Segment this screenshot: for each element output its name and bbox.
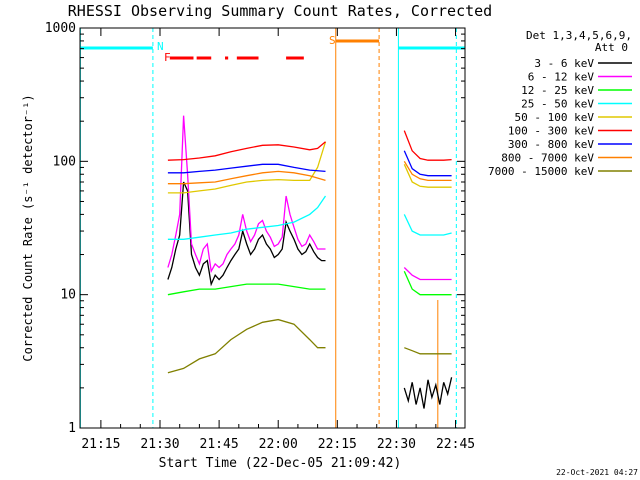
x-tick-label-5: 22:30 [377, 437, 416, 452]
legend-label-2: 12 - 25 keV [521, 84, 594, 97]
series-7-segment-1 [404, 161, 451, 180]
plot-timestamp: 22-Oct-2021 04:27 [556, 468, 638, 477]
legend-label-5: 100 - 300 keV [508, 125, 594, 138]
series-8-segment-0 [168, 320, 326, 373]
x-tick-label-3: 22:00 [259, 437, 298, 452]
series-0-segment-1 [404, 377, 451, 408]
series-4-segment-0 [168, 142, 326, 193]
y-tick-label-1: 10 [60, 288, 76, 303]
x-tick-label-0: 21:15 [81, 437, 120, 452]
annotation-n: N [157, 40, 164, 53]
legend-label-1: 6 - 12 keV [528, 71, 595, 84]
y-axis-label: Corrected Count Rate (s⁻¹ detector⁻¹) [21, 94, 35, 361]
series-1-segment-1 [404, 268, 451, 280]
series-5-segment-0 [168, 142, 326, 160]
y-tick-label-2: 100 [53, 154, 76, 169]
observing-bars [80, 28, 465, 428]
legend-label-8: 7000 - 15000 keV [488, 165, 594, 178]
x-tick-label-2: 21:45 [200, 437, 239, 452]
legend-label-3: 25 - 50 keV [521, 98, 594, 111]
annotation-s: S [329, 34, 336, 47]
legend-label-4: 50 - 100 keV [515, 111, 595, 124]
x-tick-label-6: 22:45 [436, 437, 475, 452]
y-tick-label-0: 1 [68, 421, 76, 436]
plot-frame [80, 28, 465, 428]
legend-label-0: 3 - 6 keV [534, 57, 594, 70]
x-tick-label-4: 22:15 [318, 437, 357, 452]
series-6-segment-0 [168, 164, 326, 173]
chart-title: RHESSI Observing Summary Count Rates, Co… [68, 2, 492, 20]
count-rate-series [168, 116, 452, 409]
series-3-segment-1 [404, 214, 451, 235]
annotation-f: F [164, 51, 171, 64]
x-tick-label-1: 21:30 [140, 437, 179, 452]
series-8-segment-1 [404, 348, 451, 354]
x-axis-label: Start Time (22-Dec-05 21:09:42) [159, 456, 402, 471]
series-2-segment-0 [168, 284, 326, 295]
series-5-segment-1 [404, 131, 451, 161]
legend-label-6: 300 - 800 keV [508, 138, 594, 151]
legend: 3 - 6 keV6 - 12 keV12 - 25 keV25 - 50 ke… [488, 57, 632, 178]
y-tick-label-3: 1000 [45, 21, 76, 36]
legend-label-7: 800 - 7000 keV [501, 152, 594, 165]
legend-header-line-2: Att 0 [595, 41, 628, 54]
series-0-segment-0 [168, 182, 326, 284]
